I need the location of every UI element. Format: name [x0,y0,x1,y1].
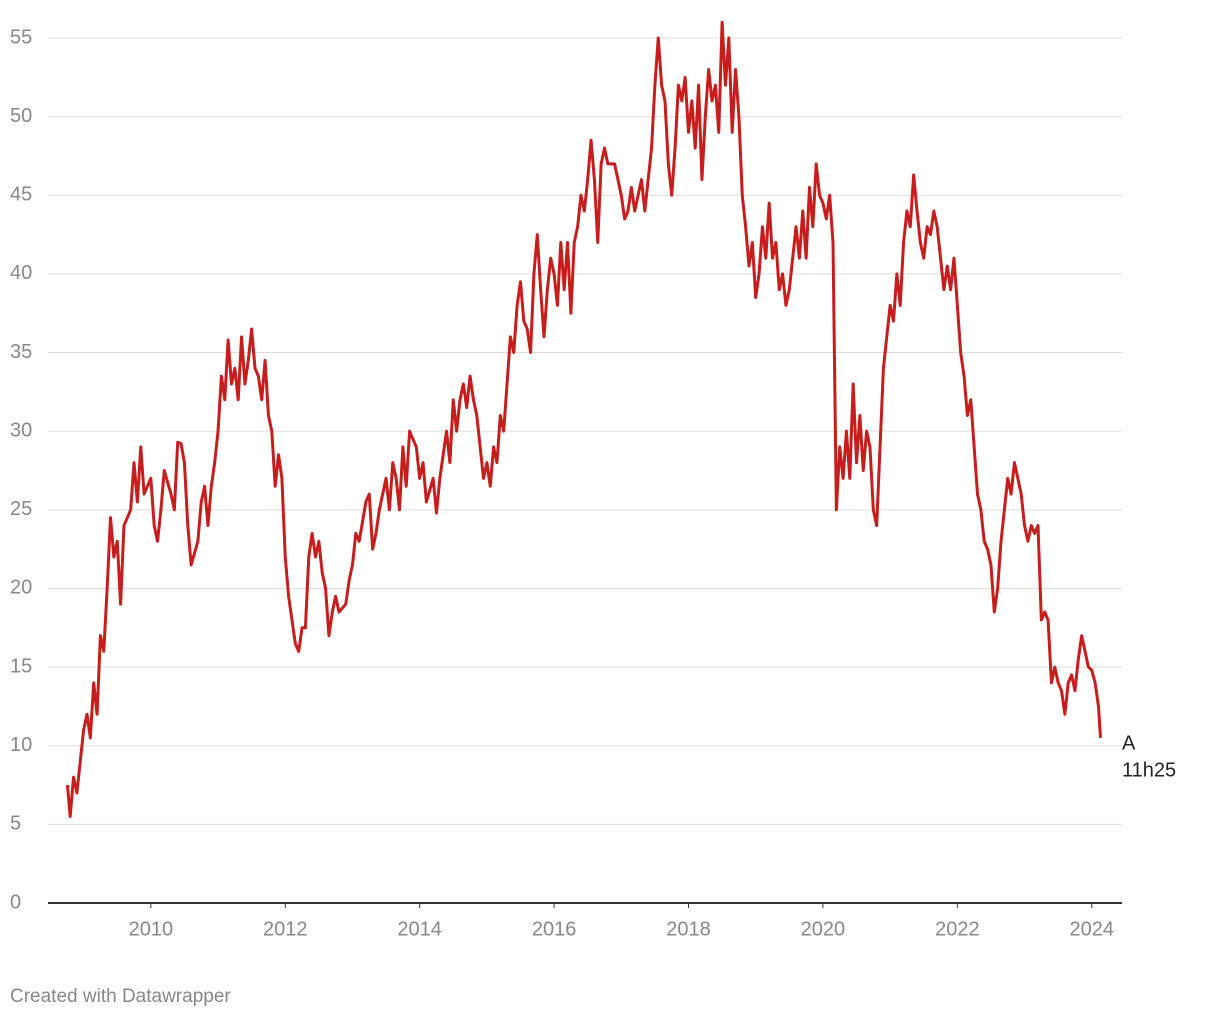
y-tick-label: 55 [10,26,32,48]
footer: Created with Datawrapper [10,986,231,1007]
y-tick-label: 40 [10,262,32,284]
x-tick-label: 2020 [801,918,846,940]
y-tick-label: 15 [10,655,32,677]
y-tick-label: 20 [10,577,32,599]
y-tick-label: 0 [10,891,21,913]
y-tick-label: 35 [10,341,32,363]
y-tick-label: 30 [10,419,32,441]
y-tick-label: 10 [10,734,32,756]
x-tick-label: 2022 [935,918,980,940]
annotation: A [1122,732,1136,754]
x-tick-label: 2010 [129,918,174,940]
y-tick-label: 5 [10,813,21,835]
x-tick-label: 2018 [666,918,711,940]
annotation: 11h25 [1122,759,1176,781]
x-tick-label: 2016 [532,918,577,940]
y-tick-label: 45 [10,184,32,206]
x-tick-label: 2014 [397,918,442,940]
x-tick-label: 2024 [1070,918,1115,940]
x-tick-label: 2012 [263,918,308,940]
y-tick-label: 50 [10,105,32,127]
line [65,20,1102,818]
y-tick-label: 25 [10,498,32,520]
